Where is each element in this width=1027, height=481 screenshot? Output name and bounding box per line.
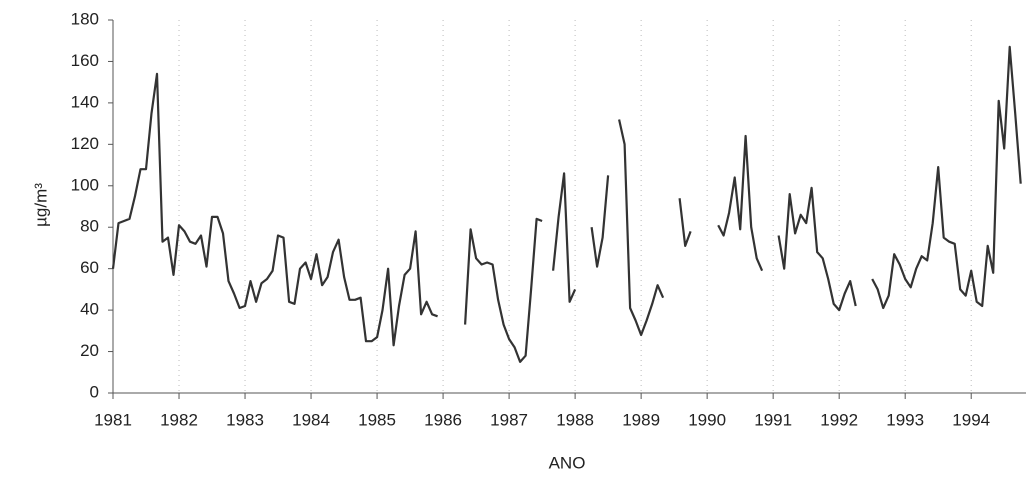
y-tick-label: 140 bbox=[71, 92, 99, 111]
x-tick-label: 1988 bbox=[556, 410, 594, 429]
x-tick-label: 1989 bbox=[622, 410, 660, 429]
y-tick-label: 40 bbox=[80, 300, 99, 319]
y-tick-label: 20 bbox=[80, 341, 99, 360]
x-tick-label: 1985 bbox=[358, 410, 396, 429]
x-tick-label: 1984 bbox=[292, 410, 330, 429]
y-tick-label: 60 bbox=[80, 258, 99, 277]
y-tick-label: 160 bbox=[71, 51, 99, 70]
y-tick-label: 100 bbox=[71, 175, 99, 194]
y-tick-label: 180 bbox=[71, 9, 99, 28]
data-line bbox=[111, 45, 1022, 363]
x-axis-label: ANO bbox=[549, 453, 586, 472]
x-tick-label: 1992 bbox=[820, 410, 858, 429]
y-tick-label: 0 bbox=[90, 382, 99, 401]
x-tick-label: 1994 bbox=[952, 410, 990, 429]
y-tick-label: 80 bbox=[80, 217, 99, 236]
x-tick-label: 1993 bbox=[886, 410, 924, 429]
x-tick-label: 1991 bbox=[754, 410, 792, 429]
x-tick-label: 1986 bbox=[424, 410, 462, 429]
x-tick-label: 1982 bbox=[160, 410, 198, 429]
y-axis-label: µg/m³ bbox=[31, 183, 50, 227]
y-tick-label: 120 bbox=[71, 134, 99, 153]
x-tick-label: 1983 bbox=[226, 410, 264, 429]
x-tick-label: 1987 bbox=[490, 410, 528, 429]
x-tick-label: 1981 bbox=[94, 410, 132, 429]
x-tick-label: 1990 bbox=[688, 410, 726, 429]
